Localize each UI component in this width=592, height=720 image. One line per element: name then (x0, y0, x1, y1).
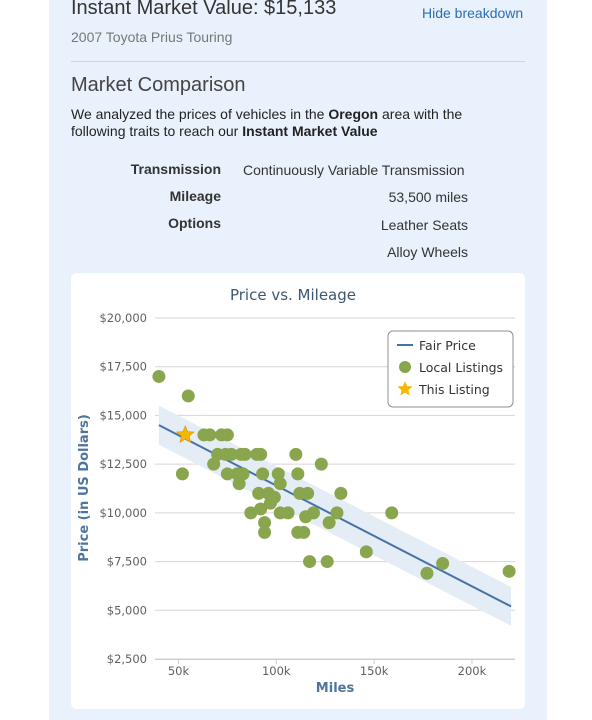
local-listing-point[interactable] (238, 447, 252, 461)
legend-fair-price: Fair Price (419, 338, 476, 353)
local-listing-point[interactable] (303, 555, 317, 569)
local-listing-point[interactable] (181, 389, 195, 403)
trait-value-option-1: Leather Seats (380, 217, 468, 233)
y-axis-ticks: $2,500 $5,000 $7,500 $10,000 $12,500 $15,000 $… (99, 311, 147, 666)
imv-label: Instant Market Value (242, 123, 378, 139)
this-listing-point[interactable] (175, 424, 195, 444)
price-mileage-chart: $2,500 $5,000 $7,500 $10,000 $12,500 $15,000 $… (77, 286, 516, 696)
local-listing-point[interactable] (271, 467, 285, 481)
y-tick-label: $2,500 (107, 652, 147, 666)
trait-label-options: Options (168, 215, 221, 231)
trait-value-mileage: 53,500 miles (388, 189, 468, 205)
local-listings-series (152, 369, 516, 580)
local-listing-point[interactable] (244, 506, 258, 520)
local-listing-point[interactable] (152, 369, 166, 383)
local-listing-point[interactable] (267, 490, 281, 504)
price-mileage-chart-card: $2,500 $5,000 $7,500 $10,000 $12,500 $15,000 $… (71, 273, 525, 709)
local-listing-point[interactable] (436, 557, 450, 571)
legend-local-listings-swatch (399, 361, 411, 373)
local-listing-point[interactable] (207, 457, 221, 471)
y-tick-label: $15,000 (99, 408, 147, 422)
local-listing-point[interactable] (291, 467, 305, 481)
local-listing-point[interactable] (314, 457, 328, 471)
y-tick-label: $12,500 (99, 457, 147, 471)
trait-value-transmission: Continuously Variable Transmission (243, 162, 465, 178)
instant-market-value-title: Instant Market Value: $15,133 (71, 0, 337, 19)
local-listing-point[interactable] (502, 564, 516, 578)
local-listing-point[interactable] (301, 486, 315, 500)
trait-value-option-2: Alloy Wheels (387, 244, 468, 260)
x-axis-label: Miles (316, 681, 355, 696)
local-listing-point[interactable] (385, 506, 399, 520)
desc-prefix: We analyzed the prices of vehicles in th… (71, 106, 329, 122)
desc-middle: area with the following traits to reach … (71, 106, 463, 139)
local-listing-point[interactable] (254, 447, 268, 461)
local-listing-point[interactable] (224, 447, 238, 461)
local-listing-point[interactable] (322, 516, 336, 530)
x-tick-label: 150k (360, 664, 389, 678)
comparison-description: We analyzed the prices of vehicles in th… (71, 106, 511, 140)
local-listing-point[interactable] (281, 506, 295, 520)
y-axis-label: Price (in US Dollars) (77, 414, 92, 562)
local-listing-point[interactable] (252, 486, 266, 500)
chart-title: Price vs. Mileage (230, 286, 356, 304)
legend-this-listing-swatch (397, 381, 413, 396)
x-tick-label: 50k (168, 664, 190, 678)
x-axis-ticks: 50k 100k 150k 200k (168, 659, 487, 678)
this-listing-series (175, 424, 195, 444)
chart-legend: Fair Price Local Listings This Listing (387, 330, 514, 408)
y-tick-label: $10,000 (99, 506, 147, 520)
vehicle-name: 2007 Toyota Prius Touring (71, 29, 233, 45)
hide-breakdown-link[interactable]: Hide breakdown (422, 5, 524, 21)
y-tick-label: $20,000 (99, 311, 147, 325)
local-listing-point[interactable] (175, 467, 189, 481)
local-listing-point[interactable] (334, 486, 348, 500)
legend-box (387, 330, 514, 408)
local-listing-point[interactable] (203, 428, 217, 442)
local-listing-point[interactable] (289, 447, 303, 461)
divider (71, 61, 525, 62)
x-tick-label: 200k (458, 664, 487, 678)
local-listing-point[interactable] (236, 467, 250, 481)
local-listing-point[interactable] (306, 506, 320, 520)
local-listing-point[interactable] (232, 477, 246, 491)
legend-this-listing: This Listing (418, 382, 490, 397)
local-listing-point[interactable] (220, 428, 234, 442)
local-listing-point[interactable] (320, 555, 334, 569)
trait-label-mileage: Mileage (169, 188, 221, 204)
region-name: Oregon (328, 106, 379, 122)
x-tick-label: 100k (262, 664, 291, 678)
y-tick-label: $5,000 (107, 603, 147, 617)
local-listing-point[interactable] (258, 516, 272, 530)
y-tick-label: $17,500 (99, 360, 147, 374)
local-listing-point[interactable] (258, 525, 272, 539)
market-comparison-title: Market Comparison (71, 74, 246, 96)
local-listing-point[interactable] (254, 502, 268, 516)
local-listing-point[interactable] (330, 506, 344, 520)
trait-label-transmission: Transmission (130, 161, 221, 177)
local-listing-point[interactable] (256, 467, 270, 481)
local-listing-point[interactable] (297, 525, 311, 539)
local-listing-point[interactable] (220, 467, 234, 481)
legend-local-listings: Local Listings (419, 360, 503, 375)
y-tick-label: $7,500 (107, 555, 147, 569)
local-listing-point[interactable] (420, 566, 434, 580)
local-listing-point[interactable] (359, 545, 373, 559)
local-listing-point[interactable] (273, 477, 287, 491)
